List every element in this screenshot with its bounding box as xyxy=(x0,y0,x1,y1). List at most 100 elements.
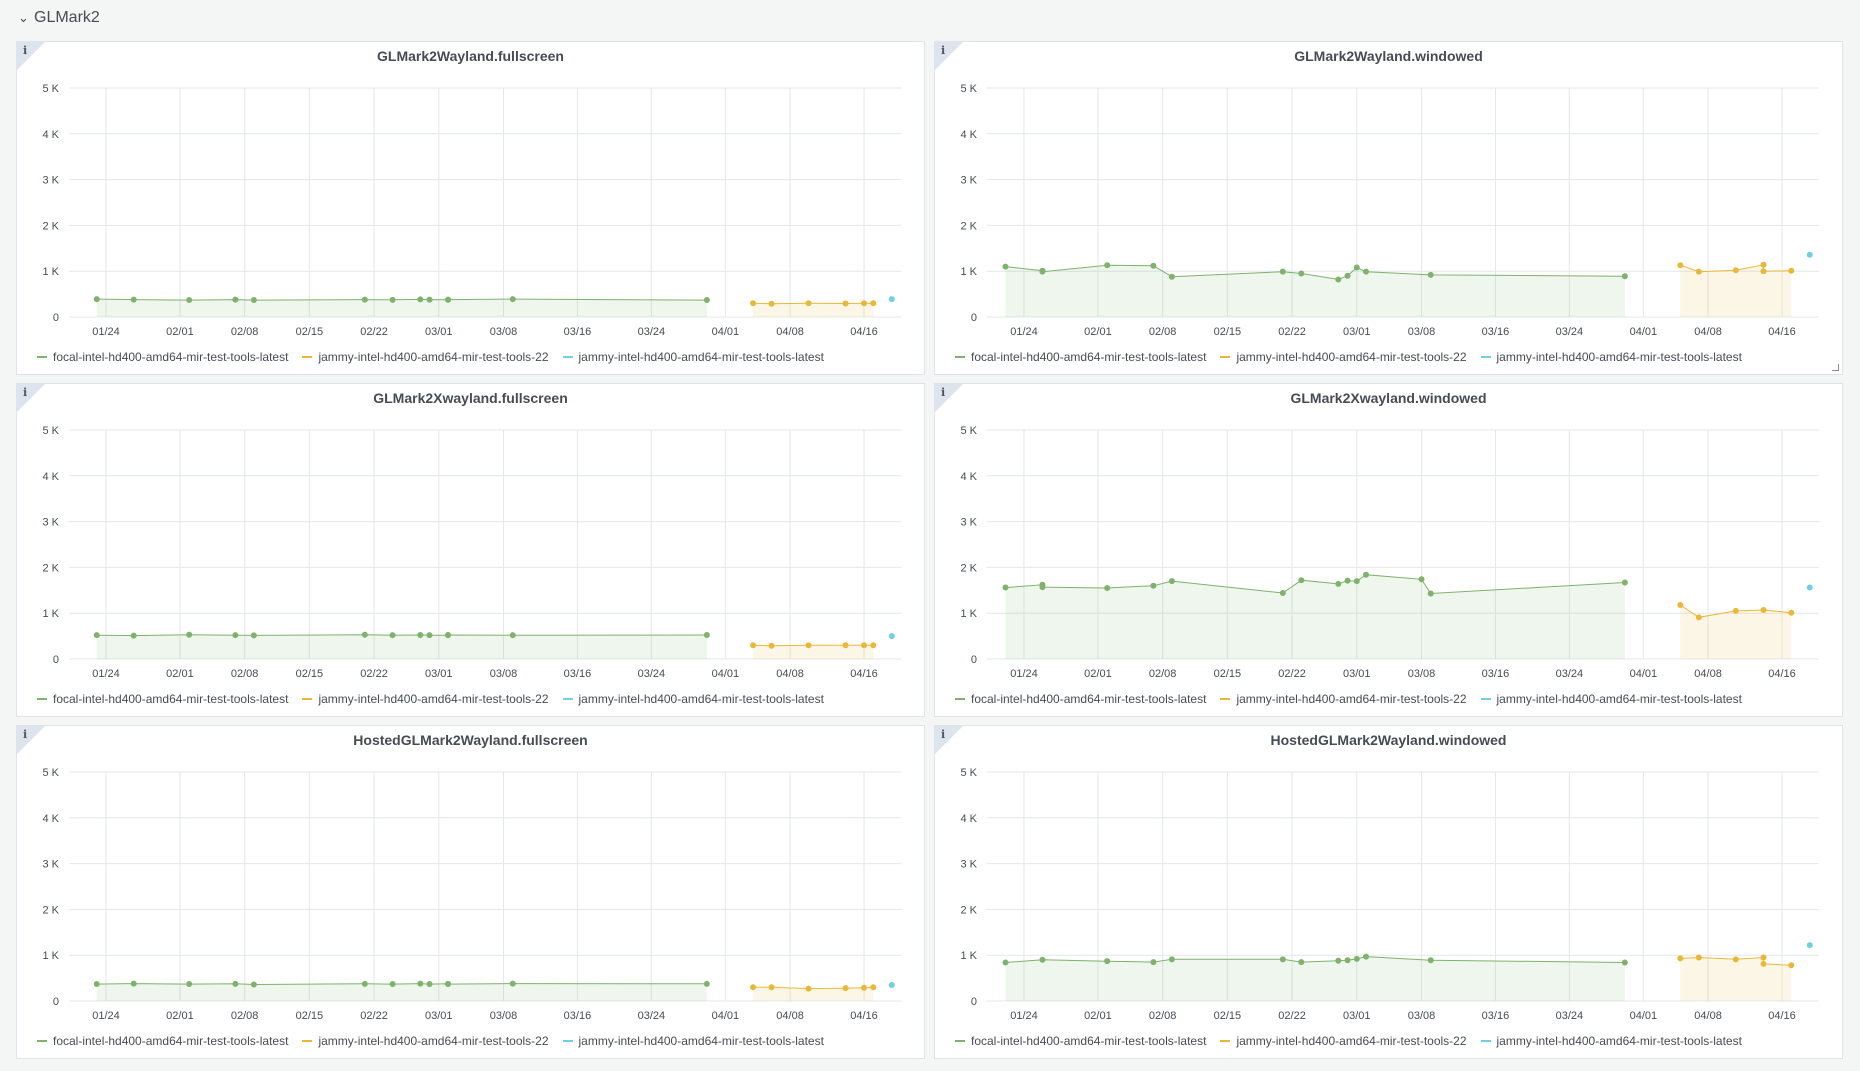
info-icon[interactable]: i xyxy=(23,728,28,741)
legend-item[interactable]: focal-intel-hd400-amd64-mir-test-tools-l… xyxy=(37,692,288,706)
data-point xyxy=(1104,262,1111,269)
panel-info-corner[interactable] xyxy=(935,384,963,412)
y-tick-label: 0 xyxy=(971,996,977,1008)
data-point xyxy=(1353,955,1360,962)
legend-label: focal-intel-hd400-amd64-mir-test-tools-l… xyxy=(53,1034,289,1048)
data-point xyxy=(768,300,775,307)
panel-info-corner[interactable] xyxy=(17,384,45,412)
legend-label: focal-intel-hd400-amd64-mir-test-tools-l… xyxy=(53,692,289,706)
data-point xyxy=(1427,271,1434,278)
x-tick-label: 03/01 xyxy=(425,1010,453,1022)
row-header-glmark2[interactable]: ⌄ GLMark2 xyxy=(18,6,100,30)
resize-handle[interactable] xyxy=(1832,364,1839,371)
x-tick-label: 04/01 xyxy=(1630,326,1658,338)
data-point xyxy=(703,980,710,987)
series-area-1 xyxy=(1680,605,1792,659)
data-point xyxy=(232,296,239,303)
legend-swatch xyxy=(955,356,965,358)
legend-item[interactable]: jammy-intel-hd400-amd64-mir-test-tools-2… xyxy=(302,692,549,706)
info-icon[interactable]: i xyxy=(941,728,946,741)
x-tick-label: 03/24 xyxy=(638,326,666,338)
data-point xyxy=(888,296,895,303)
data-point xyxy=(768,984,775,991)
data-point xyxy=(232,632,239,639)
y-tick-label: 3 K xyxy=(960,175,977,187)
panel-title[interactable]: HostedGLMark2Wayland.windowed xyxy=(1270,732,1507,748)
data-point xyxy=(186,631,193,638)
x-tick-label: 03/01 xyxy=(425,668,453,680)
data-point xyxy=(1168,273,1175,280)
data-point xyxy=(250,632,257,639)
panel-info-corner[interactable] xyxy=(17,726,45,754)
y-tick-label: 5 K xyxy=(960,767,977,779)
x-tick-label: 03/16 xyxy=(1482,326,1510,338)
legend-item[interactable]: jammy-intel-hd400-amd64-mir-test-tools-l… xyxy=(562,692,824,706)
data-point xyxy=(1353,264,1360,271)
panel-info-corner[interactable] xyxy=(935,42,963,70)
data-point xyxy=(1788,609,1795,616)
legend-item[interactable]: focal-intel-hd400-amd64-mir-test-tools-l… xyxy=(37,350,288,364)
legend-item[interactable]: jammy-intel-hd400-amd64-mir-test-tools-2… xyxy=(1220,692,1467,706)
legend-item[interactable]: focal-intel-hd400-amd64-mir-test-tools-l… xyxy=(955,1034,1206,1048)
x-tick-label: 04/08 xyxy=(1694,326,1722,338)
legend-item[interactable]: focal-intel-hd400-amd64-mir-test-tools-l… xyxy=(955,350,1206,364)
panel-info-corner[interactable] xyxy=(935,726,963,754)
info-icon[interactable]: i xyxy=(941,386,946,399)
x-tick-label: 01/24 xyxy=(92,1010,120,1022)
data-point xyxy=(842,985,849,992)
data-point xyxy=(1279,268,1286,275)
data-point xyxy=(888,633,895,640)
panel-info-corner[interactable] xyxy=(17,42,45,70)
legend-item[interactable]: jammy-intel-hd400-amd64-mir-test-tools-2… xyxy=(1220,1034,1467,1048)
x-tick-label: 02/15 xyxy=(296,668,324,680)
legend-item[interactable]: focal-intel-hd400-amd64-mir-test-tools-l… xyxy=(955,692,1206,706)
x-tick-label: 02/22 xyxy=(1278,1010,1306,1022)
panel-4: i GLMark2Xwayland.windowed 0 1 K 2 K 3 K 4 K 5 … xyxy=(934,383,1843,717)
data-point xyxy=(805,300,812,307)
data-point xyxy=(130,296,137,303)
legend-item[interactable]: jammy-intel-hd400-amd64-mir-test-tools-l… xyxy=(1480,350,1742,364)
data-point xyxy=(1150,262,1157,269)
series-line-1 xyxy=(1680,264,1792,273)
data-point xyxy=(186,981,193,988)
panel-title[interactable]: GLMark2Wayland.fullscreen xyxy=(377,48,564,64)
legend-item[interactable]: jammy-intel-hd400-amd64-mir-test-tools-2… xyxy=(1220,350,1467,364)
legend-item[interactable]: focal-intel-hd400-amd64-mir-test-tools-l… xyxy=(37,1034,288,1048)
x-tick-label: 04/01 xyxy=(1630,668,1658,680)
panel-title[interactable]: GLMark2Wayland.windowed xyxy=(1294,48,1483,64)
info-icon[interactable]: i xyxy=(941,44,946,57)
data-point xyxy=(1677,262,1684,269)
x-tick-label: 04/16 xyxy=(1768,1010,1796,1022)
panel-title[interactable]: GLMark2Xwayland.windowed xyxy=(1290,390,1487,406)
legend-label: focal-intel-hd400-amd64-mir-test-tools-l… xyxy=(971,1034,1207,1048)
data-point xyxy=(1363,953,1370,960)
x-tick-label: 04/16 xyxy=(850,1010,878,1022)
data-point xyxy=(426,981,433,988)
panel-title[interactable]: GLMark2Xwayland.fullscreen xyxy=(373,390,568,406)
data-point xyxy=(445,631,452,638)
data-point xyxy=(1168,578,1175,585)
x-tick-label: 03/16 xyxy=(564,326,592,338)
legend-item[interactable]: jammy-intel-hd400-amd64-mir-test-tools-l… xyxy=(562,1034,824,1048)
info-icon[interactable]: i xyxy=(23,386,28,399)
x-tick-label: 01/24 xyxy=(92,326,120,338)
legend-item[interactable]: jammy-intel-hd400-amd64-mir-test-tools-2… xyxy=(302,350,549,364)
x-tick-label: 02/22 xyxy=(360,326,388,338)
legend-item[interactable]: jammy-intel-hd400-amd64-mir-test-tools-l… xyxy=(1480,692,1742,706)
legend-item[interactable]: jammy-intel-hd400-amd64-mir-test-tools-l… xyxy=(1480,1034,1742,1048)
data-point xyxy=(1002,263,1009,270)
y-tick-label: 5 K xyxy=(42,425,59,437)
legend-item[interactable]: jammy-intel-hd400-amd64-mir-test-tools-2… xyxy=(302,1034,549,1048)
data-point xyxy=(1150,582,1157,589)
panel-title[interactable]: HostedGLMark2Wayland.fullscreen xyxy=(353,732,588,748)
info-icon[interactable]: i xyxy=(23,44,28,57)
data-point xyxy=(417,980,424,987)
legend-swatch xyxy=(302,1040,313,1042)
legend-label: jammy-intel-hd400-amd64-mir-test-tools-2… xyxy=(318,350,549,364)
data-point xyxy=(1335,957,1342,964)
data-point xyxy=(805,985,812,992)
data-point xyxy=(509,632,516,639)
chevron-down-icon[interactable]: ⌄ xyxy=(18,10,29,25)
data-point xyxy=(1760,261,1767,268)
legend-item[interactable]: jammy-intel-hd400-amd64-mir-test-tools-l… xyxy=(562,350,824,364)
